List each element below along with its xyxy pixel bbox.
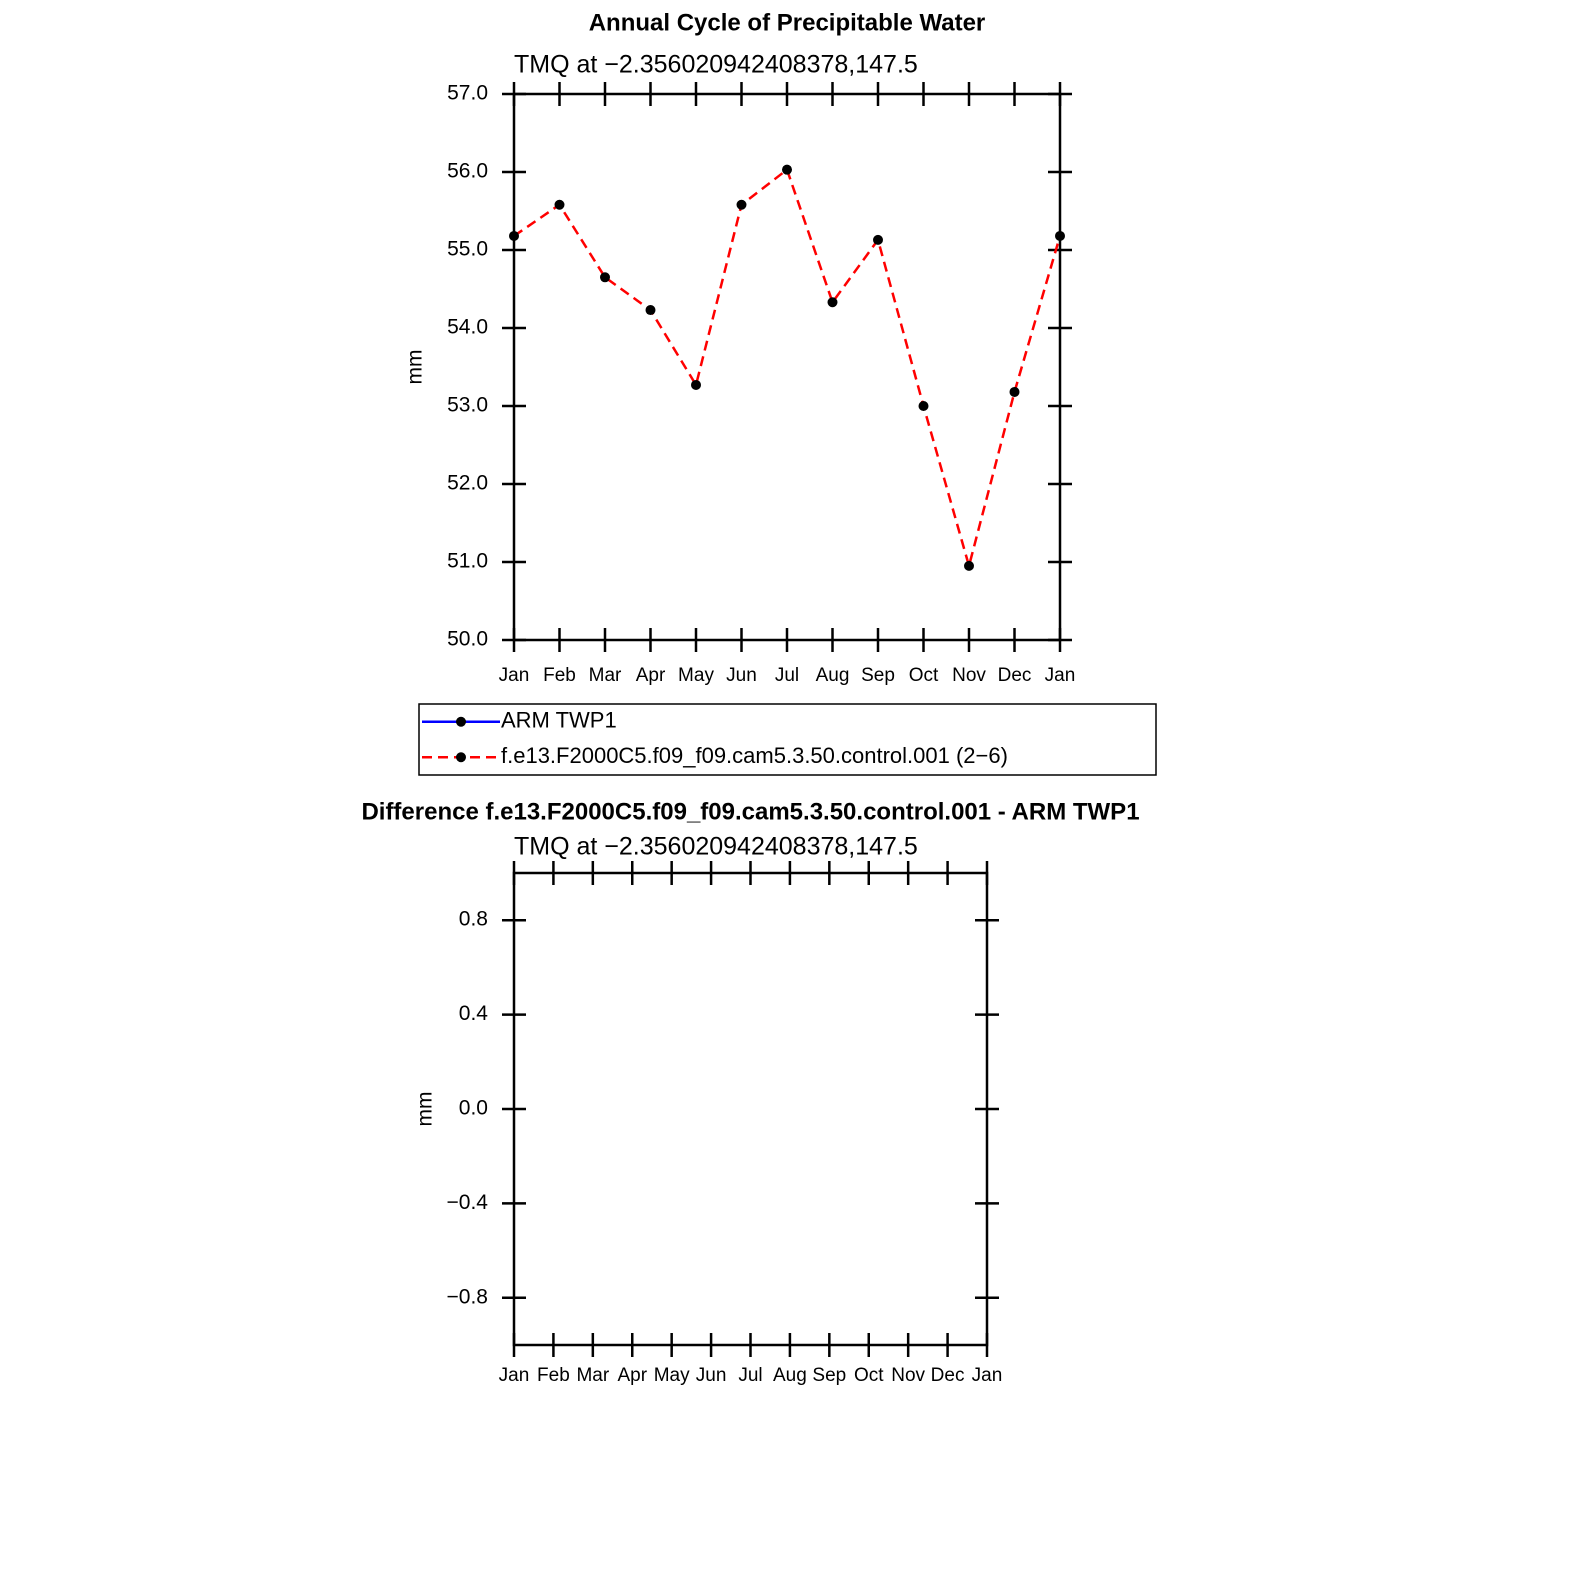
- legend-marker: [456, 716, 466, 727]
- y-tick-label: 53.0: [447, 394, 488, 417]
- x-tick-label: Jan: [499, 1365, 530, 1386]
- x-tick-label: Jun: [726, 665, 757, 686]
- plot-frame: [512, 92, 1062, 642]
- y-tick-label: 51.0: [447, 550, 488, 573]
- data-point: [827, 297, 838, 308]
- y-tick-label: 0.8: [459, 908, 488, 931]
- plot-frame: [512, 871, 989, 1347]
- legend-label: ARM TWP1: [501, 708, 617, 733]
- x-tick-label: Jan: [499, 665, 530, 686]
- y-tick-label: 55.0: [447, 238, 488, 261]
- data-point: [509, 230, 519, 241]
- data-point: [782, 164, 792, 175]
- x-tick-label: Apr: [636, 665, 666, 686]
- y-axis-label: mm: [414, 1092, 437, 1127]
- x-tick-label: May: [678, 665, 714, 686]
- y-tick-label: 56.0: [447, 160, 488, 183]
- x-tick-label: May: [654, 1365, 690, 1386]
- y-tick-label: 54.0: [447, 316, 488, 339]
- legend-label: f.e13.F2000C5.f09_f09.cam5.3.50.control.…: [501, 743, 1008, 768]
- y-tick-label: 50.0: [447, 628, 488, 651]
- legend-box: [418, 703, 1157, 776]
- x-tick-label: Aug: [773, 1365, 807, 1386]
- y-tick-label: 0.4: [459, 1002, 489, 1025]
- x-tick-label: Jun: [696, 1365, 727, 1386]
- data-point: [873, 234, 883, 245]
- data-point: [1009, 386, 1020, 397]
- x-tick-label: Nov: [952, 665, 986, 686]
- x-tick-label: Jan: [1045, 665, 1076, 686]
- x-tick-label: Jul: [738, 1365, 762, 1386]
- x-tick-label: Sep: [861, 665, 895, 686]
- x-tick-label: Nov: [891, 1365, 925, 1386]
- data-point: [736, 199, 747, 210]
- x-tick-label: Mar: [576, 1365, 609, 1386]
- y-tick-label: −0.8: [447, 1285, 488, 1308]
- x-tick-label: Oct: [909, 665, 939, 686]
- chart-title: Difference f.e13.F2000C5.f09_f09.cam5.3.…: [361, 798, 1139, 825]
- x-tick-label: Apr: [617, 1365, 647, 1386]
- legend-marker: [456, 752, 466, 763]
- x-tick-label: Feb: [543, 665, 576, 686]
- y-tick-label: 57.0: [447, 82, 488, 105]
- data-point: [600, 272, 610, 283]
- y-tick-label: 0.0: [459, 1097, 488, 1120]
- data-point: [964, 560, 974, 571]
- data-line: [513, 167, 1062, 571]
- x-tick-label: Feb: [537, 1365, 570, 1386]
- data-point: [918, 401, 929, 411]
- x-tick-label: Sep: [812, 1365, 846, 1386]
- x-tick-label: Dec: [998, 665, 1032, 686]
- x-tick-label: Mar: [589, 665, 622, 686]
- y-tick-label: 52.0: [447, 472, 488, 495]
- data-point: [645, 305, 656, 316]
- y-axis-label: mm: [404, 350, 427, 385]
- chart-subtitle: TMQ at −2.356020942408378,147.5: [514, 833, 918, 861]
- chart-title: Annual Cycle of Precipitable Water: [589, 9, 986, 36]
- x-tick-label: Aug: [816, 665, 850, 686]
- data-point: [691, 379, 701, 390]
- y-tick-label: −0.4: [447, 1191, 489, 1214]
- chart-subtitle: TMQ at −2.356020942408378,147.5: [514, 51, 918, 79]
- data-point: [554, 199, 565, 210]
- x-tick-label: Jul: [775, 665, 799, 686]
- x-tick-label: Jan: [972, 1365, 1003, 1386]
- data-point: [1055, 230, 1065, 241]
- x-tick-label: Oct: [854, 1365, 884, 1386]
- x-tick-label: Dec: [931, 1365, 965, 1386]
